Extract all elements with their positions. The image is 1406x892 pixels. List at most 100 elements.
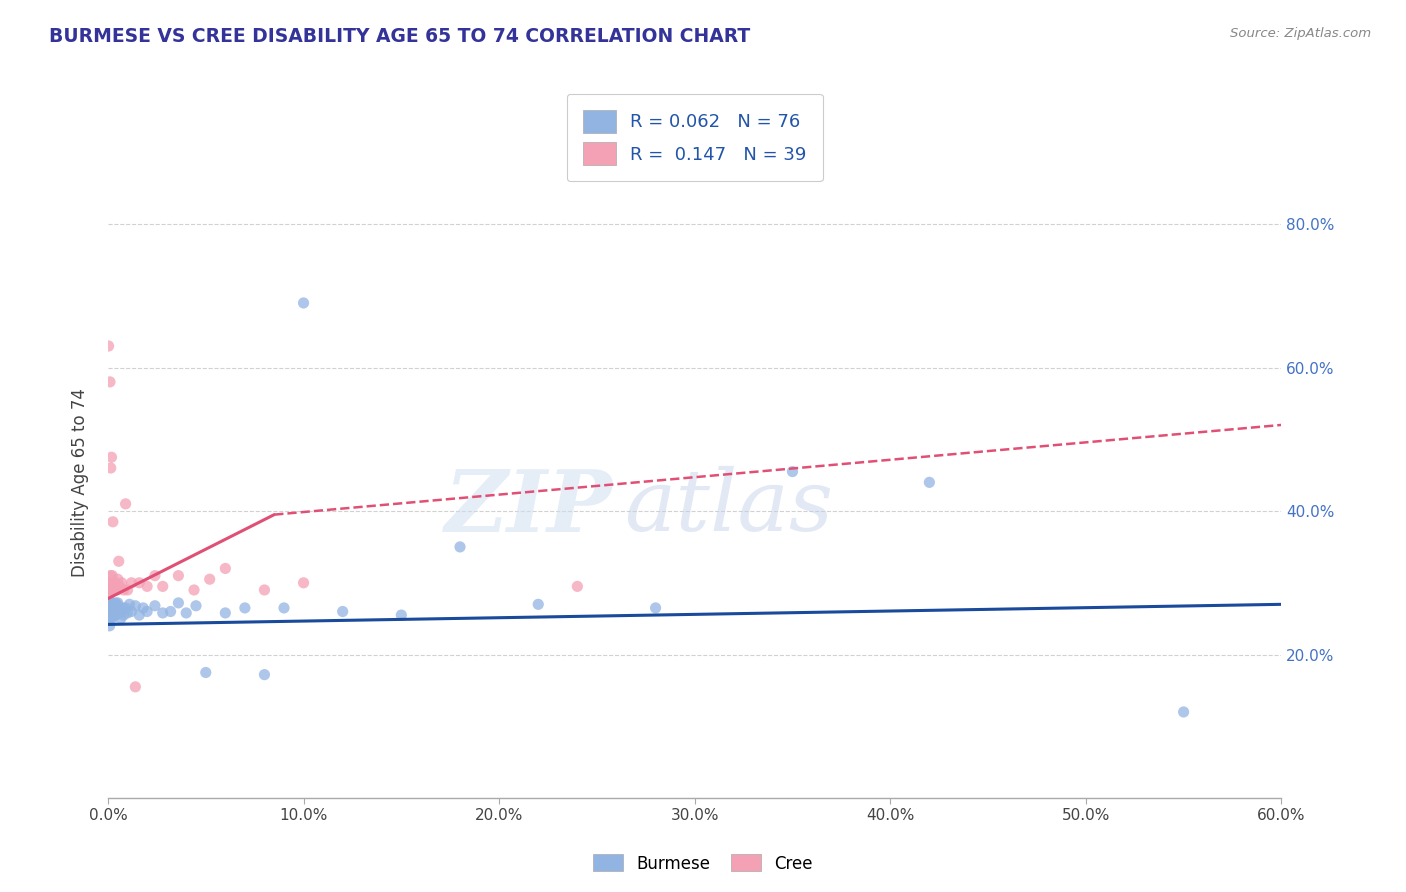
Point bbox=[100, 461, 122, 475]
Point bbox=[152, 579, 174, 593]
Point bbox=[104, 606, 127, 620]
Point bbox=[105, 597, 128, 611]
Point bbox=[132, 601, 155, 615]
Point bbox=[98, 619, 121, 633]
Point bbox=[128, 575, 150, 590]
Point bbox=[98, 579, 121, 593]
Point bbox=[107, 596, 129, 610]
Point bbox=[292, 296, 315, 310]
Point bbox=[101, 582, 124, 597]
Legend: Burmese, Cree: Burmese, Cree bbox=[586, 847, 820, 880]
Point bbox=[100, 605, 122, 619]
Y-axis label: Disability Age 65 to 74: Disability Age 65 to 74 bbox=[72, 388, 89, 577]
Point bbox=[782, 465, 804, 479]
Point bbox=[100, 608, 122, 623]
Point bbox=[101, 596, 124, 610]
Point bbox=[100, 601, 122, 615]
Point bbox=[98, 593, 121, 607]
Point bbox=[101, 601, 124, 615]
Point bbox=[112, 608, 135, 623]
Point bbox=[98, 608, 121, 623]
Point bbox=[214, 606, 236, 620]
Point bbox=[105, 605, 128, 619]
Point bbox=[98, 586, 121, 600]
Point bbox=[183, 582, 205, 597]
Point bbox=[104, 599, 127, 613]
Point bbox=[103, 582, 125, 597]
Point bbox=[103, 605, 125, 619]
Point bbox=[449, 540, 471, 554]
Point bbox=[101, 599, 124, 613]
Point bbox=[110, 612, 132, 626]
Point bbox=[100, 597, 122, 611]
Point bbox=[98, 612, 121, 626]
Point bbox=[1173, 705, 1195, 719]
Point bbox=[332, 605, 354, 619]
Point bbox=[101, 515, 124, 529]
Point bbox=[136, 605, 159, 619]
Point bbox=[101, 606, 124, 620]
Point bbox=[112, 582, 135, 597]
Point bbox=[103, 597, 125, 611]
Point bbox=[644, 601, 666, 615]
Point bbox=[233, 601, 256, 615]
Point bbox=[136, 579, 159, 593]
Point bbox=[253, 582, 276, 597]
Point bbox=[103, 601, 125, 615]
Point bbox=[98, 605, 121, 619]
Point bbox=[108, 579, 131, 593]
Point bbox=[98, 603, 121, 617]
Point bbox=[253, 667, 276, 681]
Point bbox=[105, 601, 128, 615]
Point bbox=[105, 582, 128, 597]
Text: BURMESE VS CREE DISABILITY AGE 65 TO 74 CORRELATION CHART: BURMESE VS CREE DISABILITY AGE 65 TO 74 … bbox=[49, 27, 751, 45]
Point bbox=[103, 605, 125, 619]
Point bbox=[111, 601, 134, 615]
Point bbox=[97, 612, 120, 626]
Point bbox=[103, 608, 125, 623]
Point bbox=[111, 605, 134, 619]
Point bbox=[117, 582, 139, 597]
Point bbox=[101, 605, 124, 619]
Point bbox=[97, 339, 120, 353]
Point bbox=[128, 608, 150, 623]
Point bbox=[100, 450, 122, 465]
Point bbox=[111, 575, 134, 590]
Point bbox=[273, 601, 295, 615]
Point bbox=[98, 599, 121, 613]
Point bbox=[159, 605, 181, 619]
Point bbox=[114, 601, 136, 615]
Point bbox=[124, 599, 146, 613]
Point bbox=[97, 601, 120, 615]
Point bbox=[167, 568, 190, 582]
Point bbox=[98, 375, 121, 389]
Text: Source: ZipAtlas.com: Source: ZipAtlas.com bbox=[1230, 27, 1371, 40]
Point bbox=[107, 554, 129, 568]
Point bbox=[104, 575, 127, 590]
Point bbox=[152, 606, 174, 620]
Point bbox=[104, 608, 127, 623]
Point bbox=[98, 582, 121, 597]
Point bbox=[105, 606, 128, 620]
Point bbox=[98, 606, 121, 620]
Point bbox=[98, 579, 121, 593]
Point bbox=[97, 597, 120, 611]
Point bbox=[101, 608, 124, 623]
Point bbox=[184, 599, 207, 613]
Point bbox=[100, 606, 122, 620]
Point bbox=[107, 601, 129, 615]
Point bbox=[98, 597, 121, 611]
Point bbox=[120, 575, 142, 590]
Point bbox=[103, 579, 125, 593]
Point bbox=[98, 575, 121, 590]
Point bbox=[107, 572, 129, 586]
Point bbox=[104, 579, 127, 593]
Point bbox=[198, 572, 221, 586]
Point bbox=[101, 568, 124, 582]
Point bbox=[98, 568, 121, 582]
Point bbox=[292, 575, 315, 590]
Point bbox=[143, 599, 166, 613]
Point bbox=[101, 608, 124, 623]
Text: ZIP: ZIP bbox=[444, 466, 613, 549]
Point bbox=[167, 596, 190, 610]
